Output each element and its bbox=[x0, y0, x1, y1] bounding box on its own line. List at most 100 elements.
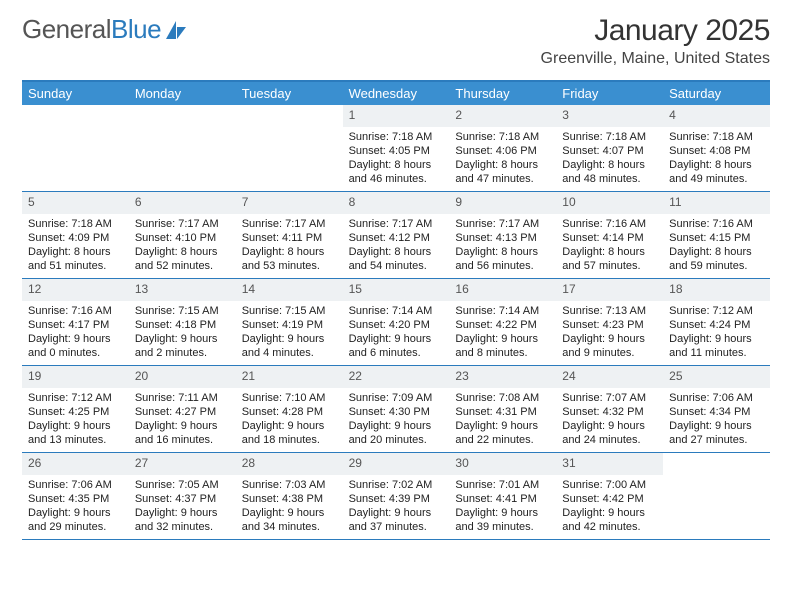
day-details: Sunrise: 7:14 AMSunset: 4:22 PMDaylight:… bbox=[449, 301, 556, 365]
day-cell: 26Sunrise: 7:06 AMSunset: 4:35 PMDayligh… bbox=[22, 453, 129, 539]
day-cell: 30Sunrise: 7:01 AMSunset: 4:41 PMDayligh… bbox=[449, 453, 556, 539]
day-number: 26 bbox=[22, 453, 129, 475]
sunset-text: Sunset: 4:07 PM bbox=[562, 144, 657, 158]
day-details: Sunrise: 7:18 AMSunset: 4:08 PMDaylight:… bbox=[663, 127, 770, 191]
day-number bbox=[22, 105, 129, 111]
day-cell: 9Sunrise: 7:17 AMSunset: 4:13 PMDaylight… bbox=[449, 192, 556, 278]
daylight-text: Daylight: 8 hours and 48 minutes. bbox=[562, 158, 657, 187]
day-number: 28 bbox=[236, 453, 343, 475]
daylight-text: Daylight: 9 hours and 4 minutes. bbox=[242, 332, 337, 361]
sunset-text: Sunset: 4:19 PM bbox=[242, 318, 337, 332]
sunset-text: Sunset: 4:30 PM bbox=[349, 405, 444, 419]
day-header-cell: Thursday bbox=[449, 82, 556, 105]
day-details: Sunrise: 7:16 AMSunset: 4:14 PMDaylight:… bbox=[556, 214, 663, 278]
day-cell: 24Sunrise: 7:07 AMSunset: 4:32 PMDayligh… bbox=[556, 366, 663, 452]
day-number: 27 bbox=[129, 453, 236, 475]
day-number: 21 bbox=[236, 366, 343, 388]
daylight-text: Daylight: 8 hours and 53 minutes. bbox=[242, 245, 337, 274]
day-details: Sunrise: 7:15 AMSunset: 4:19 PMDaylight:… bbox=[236, 301, 343, 365]
day-cell bbox=[663, 453, 770, 539]
day-header-cell: Sunday bbox=[22, 82, 129, 105]
daylight-text: Daylight: 8 hours and 57 minutes. bbox=[562, 245, 657, 274]
day-cell: 1Sunrise: 7:18 AMSunset: 4:05 PMDaylight… bbox=[343, 105, 450, 191]
day-details: Sunrise: 7:09 AMSunset: 4:30 PMDaylight:… bbox=[343, 388, 450, 452]
day-number: 20 bbox=[129, 366, 236, 388]
day-details: Sunrise: 7:01 AMSunset: 4:41 PMDaylight:… bbox=[449, 475, 556, 539]
sunrise-text: Sunrise: 7:05 AM bbox=[135, 478, 230, 492]
daylight-text: Daylight: 9 hours and 39 minutes. bbox=[455, 506, 550, 535]
day-details: Sunrise: 7:08 AMSunset: 4:31 PMDaylight:… bbox=[449, 388, 556, 452]
daylight-text: Daylight: 8 hours and 54 minutes. bbox=[349, 245, 444, 274]
day-details: Sunrise: 7:17 AMSunset: 4:10 PMDaylight:… bbox=[129, 214, 236, 278]
day-number: 5 bbox=[22, 192, 129, 214]
day-number: 22 bbox=[343, 366, 450, 388]
sunset-text: Sunset: 4:23 PM bbox=[562, 318, 657, 332]
sunrise-text: Sunrise: 7:18 AM bbox=[455, 130, 550, 144]
sunrise-text: Sunrise: 7:13 AM bbox=[562, 304, 657, 318]
brand-logo: GeneralBlue bbox=[22, 14, 188, 45]
day-number: 25 bbox=[663, 366, 770, 388]
day-number bbox=[663, 453, 770, 459]
day-number: 9 bbox=[449, 192, 556, 214]
sunrise-text: Sunrise: 7:18 AM bbox=[349, 130, 444, 144]
sunrise-text: Sunrise: 7:16 AM bbox=[669, 217, 764, 231]
daylight-text: Daylight: 9 hours and 13 minutes. bbox=[28, 419, 123, 448]
daylight-text: Daylight: 9 hours and 20 minutes. bbox=[349, 419, 444, 448]
day-cell: 16Sunrise: 7:14 AMSunset: 4:22 PMDayligh… bbox=[449, 279, 556, 365]
day-number: 10 bbox=[556, 192, 663, 214]
day-details: Sunrise: 7:13 AMSunset: 4:23 PMDaylight:… bbox=[556, 301, 663, 365]
day-cell: 22Sunrise: 7:09 AMSunset: 4:30 PMDayligh… bbox=[343, 366, 450, 452]
day-cell: 21Sunrise: 7:10 AMSunset: 4:28 PMDayligh… bbox=[236, 366, 343, 452]
sunrise-text: Sunrise: 7:18 AM bbox=[28, 217, 123, 231]
brand-name-1: General bbox=[22, 14, 111, 45]
sunrise-text: Sunrise: 7:01 AM bbox=[455, 478, 550, 492]
day-number: 19 bbox=[22, 366, 129, 388]
day-details: Sunrise: 7:05 AMSunset: 4:37 PMDaylight:… bbox=[129, 475, 236, 539]
daylight-text: Daylight: 9 hours and 37 minutes. bbox=[349, 506, 444, 535]
day-number: 15 bbox=[343, 279, 450, 301]
day-details: Sunrise: 7:00 AMSunset: 4:42 PMDaylight:… bbox=[556, 475, 663, 539]
sunset-text: Sunset: 4:15 PM bbox=[669, 231, 764, 245]
day-header-row: SundayMondayTuesdayWednesdayThursdayFrid… bbox=[22, 82, 770, 105]
day-cell: 6Sunrise: 7:17 AMSunset: 4:10 PMDaylight… bbox=[129, 192, 236, 278]
day-cell: 2Sunrise: 7:18 AMSunset: 4:06 PMDaylight… bbox=[449, 105, 556, 191]
sunset-text: Sunset: 4:37 PM bbox=[135, 492, 230, 506]
day-cell: 3Sunrise: 7:18 AMSunset: 4:07 PMDaylight… bbox=[556, 105, 663, 191]
sunset-text: Sunset: 4:10 PM bbox=[135, 231, 230, 245]
day-details: Sunrise: 7:06 AMSunset: 4:35 PMDaylight:… bbox=[22, 475, 129, 539]
day-number: 23 bbox=[449, 366, 556, 388]
sunrise-text: Sunrise: 7:18 AM bbox=[669, 130, 764, 144]
day-cell: 5Sunrise: 7:18 AMSunset: 4:09 PMDaylight… bbox=[22, 192, 129, 278]
week-row: 19Sunrise: 7:12 AMSunset: 4:25 PMDayligh… bbox=[22, 366, 770, 453]
day-cell: 28Sunrise: 7:03 AMSunset: 4:38 PMDayligh… bbox=[236, 453, 343, 539]
day-details: Sunrise: 7:11 AMSunset: 4:27 PMDaylight:… bbox=[129, 388, 236, 452]
sunset-text: Sunset: 4:27 PM bbox=[135, 405, 230, 419]
daylight-text: Daylight: 9 hours and 11 minutes. bbox=[669, 332, 764, 361]
calendar: SundayMondayTuesdayWednesdayThursdayFrid… bbox=[22, 80, 770, 540]
sunrise-text: Sunrise: 7:08 AM bbox=[455, 391, 550, 405]
day-number: 8 bbox=[343, 192, 450, 214]
day-details: Sunrise: 7:17 AMSunset: 4:11 PMDaylight:… bbox=[236, 214, 343, 278]
sunset-text: Sunset: 4:25 PM bbox=[28, 405, 123, 419]
day-number: 11 bbox=[663, 192, 770, 214]
day-cell: 17Sunrise: 7:13 AMSunset: 4:23 PMDayligh… bbox=[556, 279, 663, 365]
daylight-text: Daylight: 9 hours and 24 minutes. bbox=[562, 419, 657, 448]
sunset-text: Sunset: 4:42 PM bbox=[562, 492, 657, 506]
day-details: Sunrise: 7:16 AMSunset: 4:17 PMDaylight:… bbox=[22, 301, 129, 365]
sunrise-text: Sunrise: 7:06 AM bbox=[669, 391, 764, 405]
day-details: Sunrise: 7:18 AMSunset: 4:06 PMDaylight:… bbox=[449, 127, 556, 191]
daylight-text: Daylight: 8 hours and 52 minutes. bbox=[135, 245, 230, 274]
day-number: 4 bbox=[663, 105, 770, 127]
brand-name-2: Blue bbox=[111, 14, 161, 45]
sunrise-text: Sunrise: 7:12 AM bbox=[669, 304, 764, 318]
daylight-text: Daylight: 9 hours and 6 minutes. bbox=[349, 332, 444, 361]
sunrise-text: Sunrise: 7:10 AM bbox=[242, 391, 337, 405]
day-number: 13 bbox=[129, 279, 236, 301]
sunset-text: Sunset: 4:06 PM bbox=[455, 144, 550, 158]
day-number: 29 bbox=[343, 453, 450, 475]
day-number: 7 bbox=[236, 192, 343, 214]
day-details: Sunrise: 7:17 AMSunset: 4:13 PMDaylight:… bbox=[449, 214, 556, 278]
day-details: Sunrise: 7:18 AMSunset: 4:05 PMDaylight:… bbox=[343, 127, 450, 191]
day-details: Sunrise: 7:14 AMSunset: 4:20 PMDaylight:… bbox=[343, 301, 450, 365]
day-cell: 31Sunrise: 7:00 AMSunset: 4:42 PMDayligh… bbox=[556, 453, 663, 539]
